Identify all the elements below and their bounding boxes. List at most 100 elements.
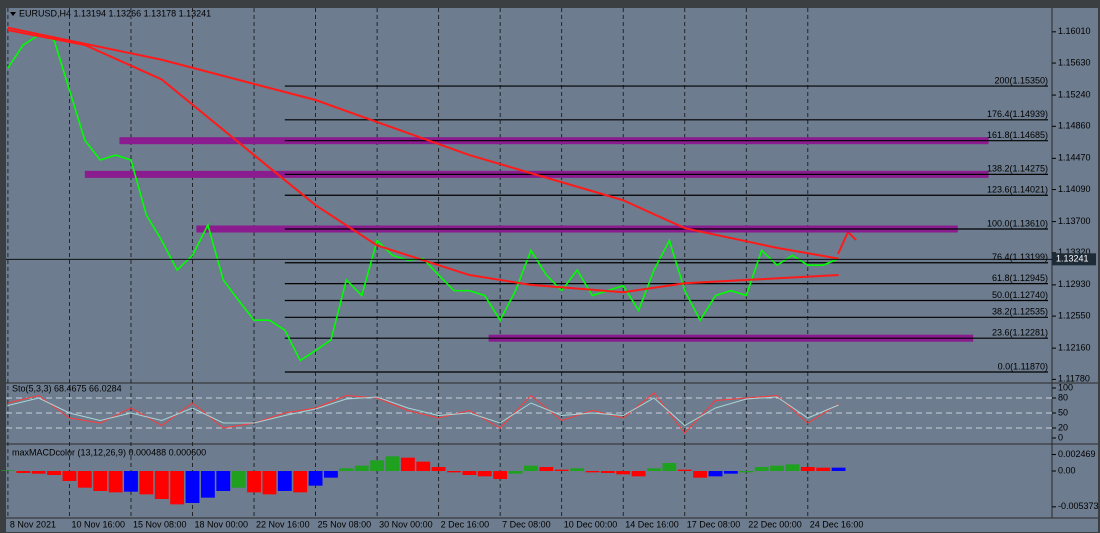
y-tick-label: 1.14090 [1058,184,1091,194]
bar [1,470,15,471]
x-tick-label: 8 Nov 2021 [10,519,56,529]
x-tick-label: 7 Dec 08:00 [502,519,551,529]
fib-label: 38.2(1.12535) [992,307,1048,317]
fib-label: 76.4(1.13199) [992,252,1048,262]
bar [247,471,261,493]
bar [154,471,169,499]
bar [616,471,631,475]
bar [816,467,831,471]
bar [216,471,231,491]
y-tick-label: 0 [1058,432,1063,442]
bar [554,469,569,471]
x-tick-label: 15 Nov 08:00 [133,519,187,529]
y-tick-label: 1.12160 [1058,343,1091,353]
fib-label: 50.0(1.12740) [992,290,1048,300]
time-axis-background [6,518,1052,532]
bar [262,471,277,495]
arrow [837,230,857,255]
last-price-box [1052,253,1096,266]
fib-label: 123.6(1.14021) [987,185,1048,195]
fib-label: 23.6(1.12281) [992,328,1048,338]
bar [739,471,754,473]
fib-label: 0.0(1.11870) [998,361,1048,371]
bar [400,457,415,471]
main-title: EURUSD,H4 1.13194 1.13266 1.13178 1.1324… [19,8,211,18]
bar [785,464,800,471]
bar [677,469,692,471]
x-tick-label: 24 Dec 16:00 [810,519,864,529]
y-tick-label: 1.14860 [1058,121,1091,131]
bar [447,471,461,473]
y-tick-label: 1.14470 [1058,153,1091,163]
stoch-title: Sto(5,3,3) 68.4675 66.0284 [12,383,122,393]
x-tick-label: 22 Dec 00:00 [748,519,802,529]
bar [631,471,646,477]
macd-title: maxMACDcolor (13,12,26,9) 0.000488 0.000… [12,447,206,457]
series-line [7,396,839,427]
series-line [7,26,839,260]
bar [508,471,523,474]
bar [585,471,600,473]
bar [277,471,292,491]
series-line [7,29,839,294]
bar [524,465,538,471]
bar [370,460,385,471]
bar [354,465,369,471]
y-tick-label: 1.16010 [1058,26,1091,36]
fib-label: 61.8(1.12945) [992,273,1048,283]
y-tick-label: 50 [1058,407,1068,417]
x-tick-label: 2 Dec 16:00 [441,519,490,529]
bar [462,471,477,475]
bar [31,471,46,474]
x-tick-label: 30 Nov 00:00 [379,519,433,529]
fib-label: 161.8(1.14685) [987,130,1048,140]
bar [662,463,677,471]
x-tick-label: 18 Nov 00:00 [195,519,249,529]
bar [647,468,661,471]
bar [723,471,738,474]
y-tick-label: 1.11780 [1058,374,1090,384]
bar [16,471,31,473]
y-tick-label: 1.15240 [1058,89,1091,99]
fib-label: 176.4(1.14939) [987,109,1048,119]
x-tick-label: 22 Nov 16:00 [256,519,310,529]
bar [231,471,246,488]
bar [185,471,200,503]
bar [339,468,354,471]
y-tick-label: 1.13700 [1058,216,1091,226]
fib-label: 200(1.15350) [994,75,1048,85]
bar [477,471,492,477]
y-tick-label: 100 [1058,382,1073,392]
x-tick-label: 10 Nov 16:00 [71,519,125,529]
y-tick-label: 20 [1058,422,1068,432]
y-tick-label: 80 [1058,392,1068,402]
bar [308,471,323,486]
series-line [7,34,839,362]
bar [754,467,769,471]
bar [47,471,61,475]
bar [431,467,446,471]
bar [416,461,431,471]
bar [77,471,92,488]
bar [324,471,338,478]
last-price-label: 1.13241 [1056,254,1089,264]
fib-label: 138.2(1.14275) [987,164,1048,174]
y-tick-label: -0.005373 [1058,501,1099,511]
price-axis-background [1052,8,1098,532]
bar [293,471,308,493]
bar [800,467,815,471]
bar [600,471,615,473]
y-tick-label: 0.002469 [1058,449,1096,459]
y-tick-label: 0.00 [1058,465,1076,475]
bar [708,471,723,477]
x-tick-label: 25 Nov 08:00 [318,519,372,529]
bar [493,471,508,479]
y-tick-label: 1.15630 [1058,57,1091,67]
x-tick-label: 10 Dec 00:00 [564,519,618,529]
bar [570,468,584,471]
bar [693,471,708,478]
menu-triangle[interactable] [10,12,16,16]
bar [200,471,215,498]
